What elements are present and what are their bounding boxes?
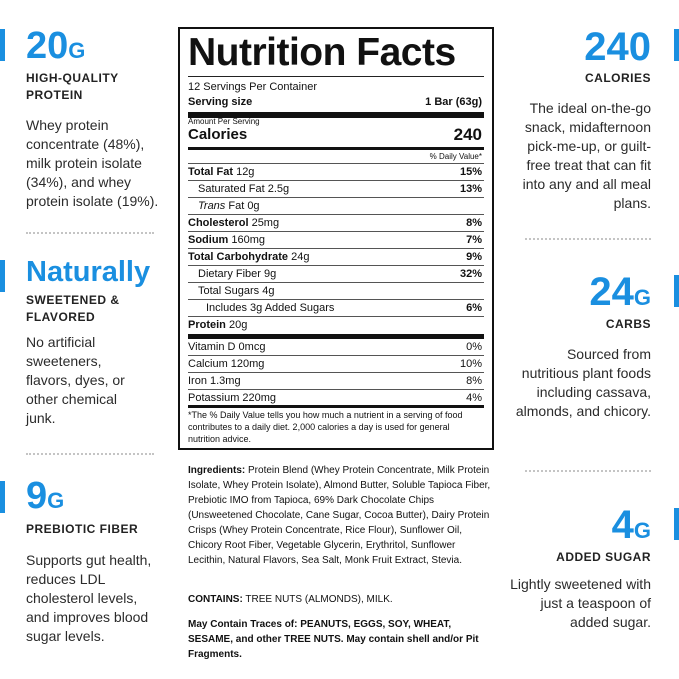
nutrient-row: Includes 3g Added Sugars 6%: [206, 302, 482, 314]
nutrient-row: Trans Fat 0g: [198, 200, 260, 212]
accent-bar: [0, 29, 5, 61]
carbs-description: Sourced from nutritious plant foods incl…: [515, 346, 651, 419]
calories-row: Calories 240: [188, 125, 482, 144]
naturally-description: No artificial sweeteners, flavors, dyes,…: [26, 334, 125, 426]
nutrient-row: Dietary Fiber 9g 32%: [198, 268, 482, 280]
protein-amount: 20G: [26, 25, 86, 67]
sugar-description: Lightly sweetened with just a teaspoon o…: [510, 576, 651, 630]
nutrient-row: Total Sugars 4g: [198, 285, 275, 297]
amount-per-serving: Amount Per Serving: [188, 117, 260, 126]
protein-label: HIGH-QUALITY PROTEIN: [26, 71, 119, 102]
daily-value: 10%: [459, 358, 482, 370]
accent-bar: [674, 508, 679, 540]
accent-bar: [0, 481, 5, 513]
accent-bar: [674, 29, 679, 61]
naturally-label: SWEETENED & FLAVORED: [26, 293, 120, 324]
daily-value: 7%: [466, 234, 482, 246]
row-separator: [188, 180, 484, 181]
row-separator: [188, 299, 484, 300]
daily-value: 9%: [466, 251, 482, 263]
row-separator: [188, 389, 484, 390]
vitamin-row: Potassium 220mg 4%: [188, 392, 482, 404]
naturally-heading: Naturally: [26, 256, 151, 288]
sugar-label: ADDED SUGAR: [556, 550, 651, 564]
servings-per-container: 12 Servings Per Container: [188, 81, 318, 93]
nutrition-facts-panel: Nutrition Facts 12 Servings Per Containe…: [178, 27, 494, 450]
row-separator: [188, 355, 484, 356]
row-separator: [188, 163, 484, 164]
daily-value: 32%: [459, 268, 482, 280]
fiber-amount: 9G: [26, 475, 65, 517]
daily-value: 4%: [466, 392, 482, 404]
calories-label: CALORIES: [584, 71, 651, 85]
daily-value: 6%: [466, 302, 482, 314]
serving-size: Serving size 1 Bar (63g): [188, 96, 482, 108]
vitamin-row: Calcium 120mg 10%: [188, 358, 482, 370]
carbs-amount: 24G: [589, 270, 651, 314]
thick-rule: [188, 334, 484, 339]
row-separator: [188, 316, 484, 317]
row-separator: [188, 231, 484, 232]
row-separator: [188, 265, 484, 266]
nutrition-facts-title: Nutrition Facts: [188, 31, 456, 74]
medium-rule: [188, 147, 484, 150]
row-separator: [188, 372, 484, 373]
divider: [525, 470, 651, 472]
daily-value: 15%: [459, 166, 482, 178]
rule: [188, 76, 484, 77]
calories-amount: 240: [584, 25, 651, 69]
nutrient-row: Total Carbohydrate 24g 9%: [188, 251, 482, 263]
daily-value-header: % Daily Value*: [429, 152, 482, 161]
ingredients: Ingredients: Protein Blend (Whey Protein…: [188, 465, 491, 566]
daily-value: 8%: [466, 217, 482, 229]
may-contain-traces: May Contain Traces of: PEANUTS, EGGS, SO…: [188, 619, 479, 660]
sugar-amount: 4G: [611, 503, 651, 547]
carbs-label: CARBS: [605, 317, 651, 331]
nutrient-row: Sodium 160mg 7%: [188, 234, 482, 246]
footnote: *The % Daily Value tells you how much a …: [188, 410, 463, 444]
row-separator: [188, 197, 484, 198]
nutrient-row: Total Fat 12g 15%: [188, 166, 482, 178]
nutrient-row: Cholesterol 25mg 8%: [188, 217, 482, 229]
vitamin-row: Iron 1.3mg 8%: [188, 375, 482, 387]
vitamin-row: Vitamin D 0mcg 0%: [188, 341, 482, 353]
medium-rule: [188, 405, 484, 408]
daily-value: 13%: [459, 183, 482, 195]
row-separator: [188, 248, 484, 249]
accent-bar: [674, 275, 679, 307]
contains-allergens: CONTAINS: TREE NUTS (ALMONDS), MILK.: [188, 594, 393, 605]
nutrient-row: Protein 20g: [188, 319, 248, 331]
nutrient-row: Saturated Fat 2.5g 13%: [198, 183, 482, 195]
calories-description: The ideal on-the-go snack, midafternoon …: [522, 100, 651, 211]
fiber-description: Supports gut health, reduces LDL cholest…: [26, 552, 152, 644]
thick-rule: [188, 112, 484, 118]
divider: [26, 232, 154, 234]
fiber-label: PREBIOTIC FIBER: [26, 522, 139, 536]
row-separator: [188, 214, 484, 215]
daily-value: 8%: [466, 375, 482, 387]
protein-description: Whey protein concentrate (48%), milk pro…: [26, 117, 159, 209]
divider: [525, 238, 651, 240]
daily-value: 0%: [466, 341, 482, 353]
accent-bar: [0, 260, 5, 292]
row-separator: [188, 282, 484, 283]
divider: [26, 453, 154, 455]
